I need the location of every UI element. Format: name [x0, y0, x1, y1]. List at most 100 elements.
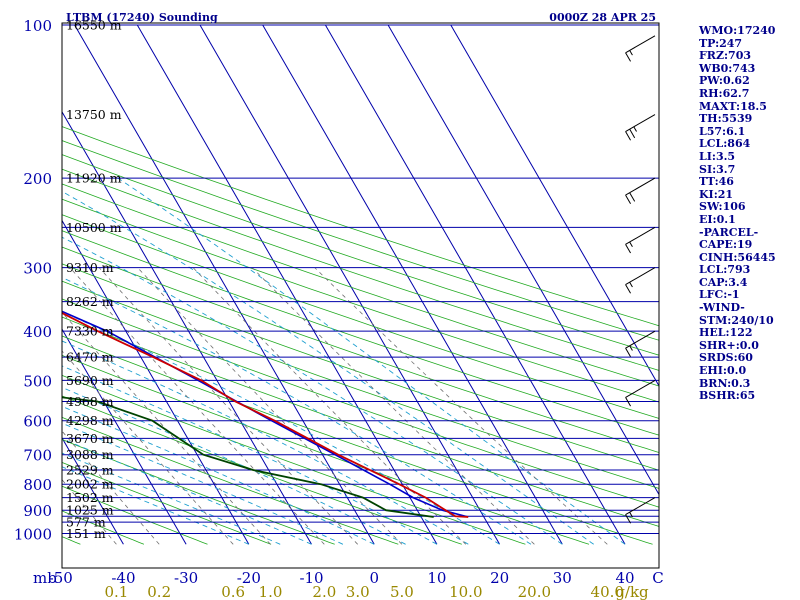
temperature-tick-label: 10: [427, 569, 446, 587]
index-line: EI:0.1: [699, 212, 736, 226]
wind-barb: [625, 177, 656, 204]
temperature-tick-label: 0: [369, 569, 379, 587]
height-label: 3088 m: [66, 447, 114, 462]
index-line: LFC:-1: [699, 288, 740, 302]
moist-adiabat: [62, 365, 438, 545]
index-line: SW:106: [699, 200, 746, 214]
dry-adiabat: [62, 485, 208, 545]
pressure-tick-label: 900: [23, 502, 52, 520]
chart-station-title: LTBM (17240) Sounding: [66, 11, 218, 24]
height-label: 4298 m: [66, 413, 114, 428]
wind-barb: [625, 114, 656, 141]
dry-adiabat: [62, 374, 526, 545]
isotherm-line: [262, 24, 563, 545]
index-line: CAPE:19: [699, 238, 753, 252]
dry-adiabat: [62, 230, 659, 436]
isotherm-line: [136, 24, 438, 545]
index-line: -PARCEL-: [699, 225, 759, 239]
pressure-axis-unit: mb: [33, 569, 57, 587]
index-line: WB0:743: [699, 61, 756, 75]
index-line: TP:247: [699, 36, 743, 50]
moist-adiabat: [62, 311, 500, 545]
isotherm-line: [62, 436, 124, 545]
height-label: 1025 m: [66, 503, 114, 518]
index-line: SHR+:0.0: [699, 338, 759, 352]
temperature-tick-label: -50: [49, 569, 73, 587]
height-label: 5690 m: [66, 373, 114, 388]
parcel-trace: [62, 310, 469, 518]
indices-panel: WMO:17240 TP:247 FRZ:703 WB0:743 PW:0.62 RH:6…: [699, 24, 799, 403]
index-line: FRZ:703: [699, 49, 752, 63]
mixing-ratio-unit: g/kg: [615, 583, 649, 600]
isotherm-line: [74, 24, 375, 545]
height-label: 151 m: [66, 526, 106, 541]
temperature-tick-label: 30: [553, 569, 572, 587]
height-label: 3670 m: [66, 431, 114, 446]
pressure-tick-label: 700: [23, 447, 52, 465]
temperature-tick-label: -30: [174, 569, 198, 587]
dry-adiabat: [62, 140, 659, 341]
chart-time: 0000Z 28 APR 25: [549, 11, 656, 24]
index-line: L57:6.1: [699, 124, 746, 138]
dry-adiabat: [62, 126, 659, 327]
dewpoint-trace: [62, 396, 434, 518]
isotherm-line: [62, 219, 250, 545]
dry-adiabat: [62, 461, 272, 545]
height-label: 10500 m: [66, 220, 122, 235]
index-line: CINH:56445: [699, 250, 776, 264]
height-label: 8262 m: [66, 294, 114, 309]
index-line: TH:5539: [699, 112, 753, 126]
temperature-tick-label: 20: [490, 569, 509, 587]
mixing-ratio-line: [137, 267, 403, 545]
mixing-ratio-label: 40.0: [591, 583, 624, 600]
height-label: 9310 m: [66, 260, 114, 275]
dry-adiabat: [0, 25, 17, 544]
mixing-ratio-line: [62, 311, 271, 545]
pressure-tick-label: 800: [23, 476, 52, 494]
moist-adiabat: [62, 438, 312, 545]
mixing-ratio-label: 0.6: [221, 583, 245, 600]
wind-barb: [625, 267, 656, 294]
height-label: 2529 m: [66, 462, 114, 477]
isotherm-line: [450, 24, 659, 387]
pressure-tick-label: 600: [23, 413, 52, 431]
height-label: 16550 m: [66, 18, 122, 33]
pressure-tick-label: 500: [23, 372, 52, 390]
isotherm-line: [0, 25, 61, 544]
mixing-ratio-label: 0.2: [147, 583, 171, 600]
index-line: CAP:3.4: [699, 275, 748, 289]
index-line: BSHR:65: [699, 389, 756, 403]
index-line: EHI:0.0: [699, 364, 747, 378]
index-line: SRDS:60: [699, 351, 753, 365]
dry-adiabat: [62, 280, 659, 489]
temperature-trace: [62, 311, 469, 518]
pressure-tick-label: 200: [23, 170, 52, 188]
mixing-ratio-line: [314, 267, 608, 545]
temperature-tick-label: -10: [299, 569, 323, 587]
mixing-ratio-label: 2.0: [312, 583, 336, 600]
pressure-tick-label: 1000: [14, 526, 52, 544]
mixing-ratio-line: [62, 350, 234, 545]
mixing-ratio-label: 0.1: [105, 583, 129, 600]
moist-adiabat: [62, 236, 563, 545]
plot-frame: [61, 22, 660, 569]
dry-adiabat: [62, 298, 659, 508]
dry-adiabat: [62, 154, 659, 356]
moist-adiabat: [62, 405, 375, 545]
pressure-tick-label: 100: [23, 17, 52, 35]
mixing-ratio-line: [192, 267, 467, 545]
dry-adiabat: [62, 168, 659, 371]
dry-adiabat: [62, 246, 659, 453]
temperature-tick-label: -20: [237, 569, 261, 587]
height-label: 13750 m: [66, 107, 122, 122]
mixing-ratio-line: [69, 267, 325, 545]
mixing-ratio-label: 5.0: [390, 583, 414, 600]
dry-adiabat: [62, 316, 659, 527]
temperature-tick-label: -40: [111, 569, 135, 587]
mixing-ratio-label: 20.0: [518, 583, 551, 600]
index-line: SI:3.7: [699, 162, 736, 176]
index-line: RH:62.7: [699, 86, 750, 100]
chart-grid: [0, 24, 659, 545]
